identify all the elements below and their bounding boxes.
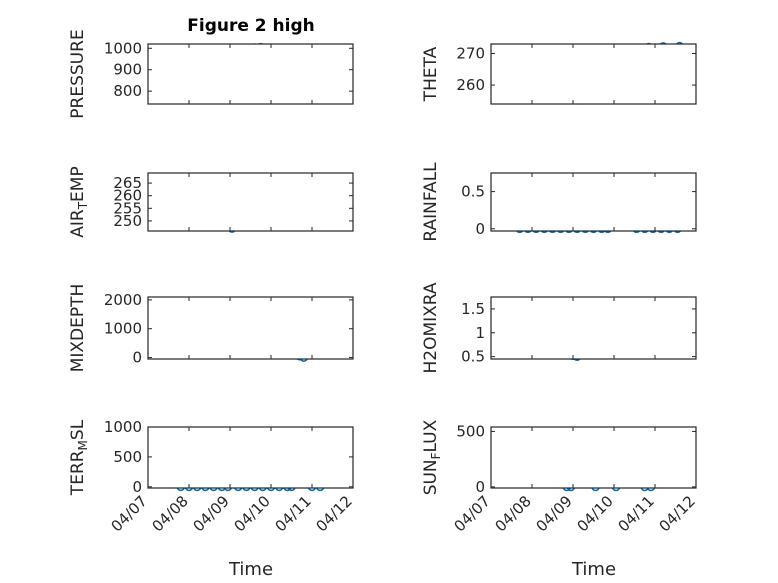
x-axis-label-left: Time: [228, 559, 273, 580]
axes-frame: [490, 172, 697, 232]
y-tick-label: 1000: [104, 418, 142, 436]
axes-frame: [490, 43, 697, 105]
y-tick-label: 1.5: [461, 300, 485, 318]
y-tick-label: 0: [475, 478, 485, 496]
y-axis-label: THETA: [421, 46, 441, 102]
axes-frame: [147, 172, 354, 232]
axes-frame: [147, 426, 354, 489]
y-axis-label: RAINFALL: [421, 162, 441, 242]
y-tick-label: 1000: [104, 39, 142, 57]
y-tick-label: 0: [132, 349, 142, 367]
y-tick-label: 250: [113, 212, 142, 230]
y-axis-label: MIXDEPTH: [68, 284, 88, 373]
y-tick-label: 0: [132, 478, 142, 496]
subplot-7: 05001000TERRMSL04/0704/0804/0904/1004/11…: [68, 418, 356, 535]
subplot-6: 0.5 1 1.5 H2OMIXRA: [421, 282, 697, 374]
y-tick-label: 260: [113, 187, 142, 205]
y-tick-label: 2000: [104, 291, 142, 309]
y-tick-label: 265: [113, 174, 142, 192]
axes-frame: [490, 426, 697, 489]
y-tick-label: 270: [456, 44, 485, 62]
figure-title: Figure 2 high: [187, 16, 315, 36]
y-tick-label: 500: [456, 422, 485, 440]
y-tick-label: 800: [113, 82, 142, 100]
y-axis-label: H2OMIXRA: [421, 282, 441, 373]
y-axis-label: PRESSURE: [68, 29, 88, 118]
y-tick-label: 260: [456, 76, 485, 94]
subplot-2: 260 270 THETA: [421, 41, 697, 105]
subplot-5: 0 1000 2000 MIXDEPTH: [68, 284, 354, 373]
y-tick-label: 1000: [104, 320, 142, 338]
y-axis-label: SUNFLUX: [421, 419, 443, 495]
subplot-4: 0 0.5 RAINFALL: [421, 162, 697, 242]
y-tick-label: 255: [113, 199, 142, 217]
y-tick-label: 0: [475, 220, 485, 238]
y-axis-label: AIRTEMP: [68, 166, 90, 237]
axes-frame: [147, 43, 354, 105]
y-axis-label: TERRMSL: [68, 419, 90, 496]
y-tick-label: 0.5: [461, 348, 485, 366]
y-tick-label: 500: [113, 448, 142, 466]
y-tick-label: 1: [475, 324, 485, 342]
y-tick-label: 0.5: [461, 183, 485, 201]
x-axis-label-right: Time: [571, 559, 616, 580]
axes-frame: [147, 296, 354, 360]
subplot-1: 800 900 1000 PRESSURE: [68, 29, 354, 119]
axes-frame: [490, 296, 697, 360]
y-tick-label: 900: [113, 61, 142, 79]
